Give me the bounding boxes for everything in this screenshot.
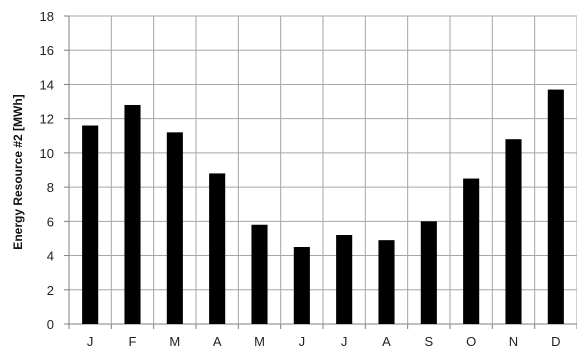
y-axis-ticks: 0 2 4 6 8 10 12 14 16 18 (40, 9, 54, 332)
y-tick-label: 4 (47, 249, 54, 264)
bar-1 (82, 125, 99, 324)
y-tick-label: 12 (40, 112, 54, 127)
x-tick-label: F (129, 334, 137, 349)
x-tick-label: M (169, 334, 180, 349)
x-tick-label: O (466, 334, 476, 349)
x-tick-label: D (551, 334, 560, 349)
y-tick-label: 18 (40, 9, 54, 24)
bar-7 (336, 235, 353, 324)
bar-6 (293, 247, 310, 324)
bar-9 (420, 221, 437, 324)
bars (82, 89, 564, 324)
bar-3 (166, 132, 183, 324)
y-tick-label: 0 (47, 317, 54, 332)
bar-2 (124, 104, 141, 324)
y-tick-label: 16 (40, 43, 54, 58)
x-tick-label: A (382, 334, 391, 349)
bar-5 (251, 224, 268, 324)
y-tick-label: 14 (40, 77, 54, 92)
y-tick-label: 2 (47, 283, 54, 298)
y-axis-label: Energy Resource #2 [MWh] (11, 94, 25, 249)
x-tick-label: N (509, 334, 518, 349)
grid-lines (64, 15, 577, 329)
x-tick-label: J (299, 334, 306, 349)
x-tick-label: J (341, 334, 348, 349)
x-tick-label: J (87, 334, 94, 349)
bar-12 (547, 89, 564, 324)
bar-10 (463, 178, 480, 324)
y-tick-label: 8 (47, 180, 54, 195)
bar-11 (505, 139, 522, 324)
y-tick-label: 10 (40, 146, 54, 161)
y-tick-label: 6 (47, 214, 54, 229)
bar-8 (378, 240, 395, 324)
x-tick-label: S (424, 334, 433, 349)
x-tick-label: A (213, 334, 222, 349)
x-tick-label: M (254, 334, 265, 349)
bar-4 (209, 173, 226, 324)
